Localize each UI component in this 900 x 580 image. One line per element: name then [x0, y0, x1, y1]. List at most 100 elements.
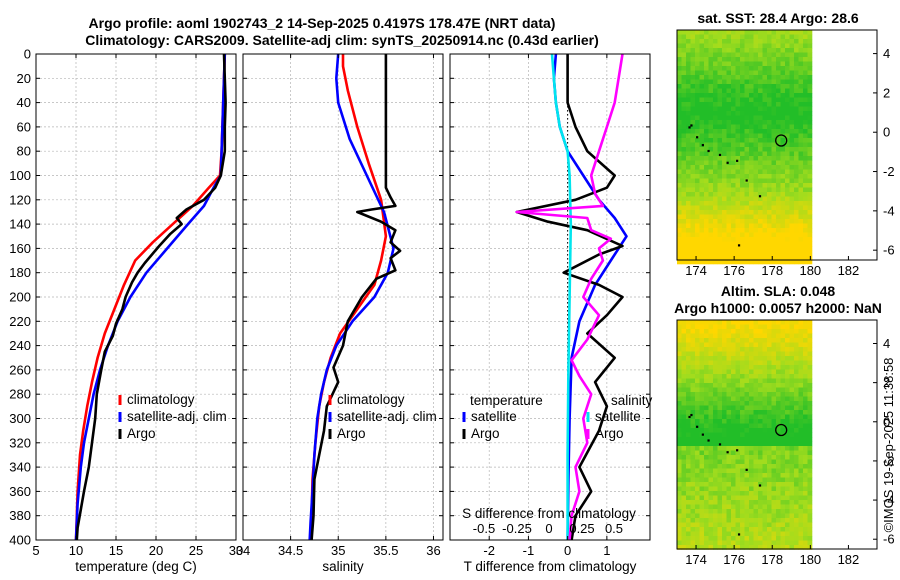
map-cell — [740, 61, 745, 67]
map-cell — [708, 192, 714, 197]
map-cell — [776, 75, 781, 80]
map-cell — [776, 138, 781, 143]
map-cell — [704, 446, 709, 451]
map-cell — [677, 536, 682, 541]
map-cell — [780, 545, 786, 550]
map-cell — [762, 360, 768, 366]
map-cell — [717, 115, 723, 121]
map-cell — [794, 351, 799, 357]
map-cell — [704, 133, 709, 139]
map-cell — [681, 356, 687, 361]
map-cell — [798, 500, 804, 505]
map-cell — [713, 210, 718, 215]
map-cell — [695, 183, 700, 188]
map-cell — [686, 201, 691, 206]
map-cell — [713, 246, 718, 251]
map-cell — [794, 324, 799, 330]
map-cell — [762, 369, 768, 375]
map-cell — [731, 545, 736, 550]
map-cell — [744, 509, 750, 514]
map-cell — [798, 531, 804, 537]
island-marker — [745, 468, 748, 471]
map-cell — [708, 495, 714, 501]
map-cell — [681, 369, 687, 375]
y-tick-label: 140 — [9, 217, 31, 232]
map-cell — [699, 522, 705, 528]
map-cell — [713, 419, 718, 424]
map-cell — [681, 338, 687, 343]
map-cell — [767, 219, 772, 224]
map-cell — [749, 205, 754, 211]
map-cell — [722, 115, 727, 121]
map-cell — [789, 210, 795, 215]
map-cell — [686, 129, 691, 134]
map-cell — [798, 437, 804, 442]
map-cell — [803, 84, 808, 89]
map-cell — [758, 545, 763, 550]
map-cell — [798, 115, 804, 121]
map-cell — [789, 39, 795, 44]
map-cell — [785, 329, 790, 334]
map-cell — [776, 196, 781, 202]
map-cell — [740, 214, 745, 220]
map-cell — [708, 504, 714, 510]
map-cell — [753, 142, 759, 148]
map-cell — [758, 347, 763, 352]
map-cell — [798, 459, 804, 465]
map-cell — [794, 482, 799, 487]
map-cell — [762, 174, 768, 179]
x-tick-label: 1 — [603, 543, 610, 558]
map-cell — [713, 174, 718, 179]
map-cell — [794, 255, 799, 260]
map-cell — [767, 324, 772, 330]
map-cell — [681, 79, 687, 85]
map-cell — [704, 147, 709, 152]
map-cell — [776, 30, 781, 35]
map-cell — [704, 518, 709, 523]
map-cell — [717, 30, 723, 35]
map-cell — [780, 500, 786, 505]
map-cell — [753, 255, 759, 260]
map-cell — [798, 79, 804, 85]
map-cell — [704, 196, 709, 202]
map-cell — [740, 192, 745, 197]
map-cell — [686, 237, 691, 242]
map-cell — [794, 333, 799, 339]
map-cell — [677, 351, 682, 357]
map-cell — [717, 120, 723, 125]
map-cell — [807, 102, 813, 107]
map-cell — [731, 446, 736, 451]
map-cell — [717, 138, 723, 143]
map-cell — [686, 160, 691, 166]
map-cell — [753, 338, 759, 343]
map-cell — [771, 351, 777, 357]
map-cell — [749, 473, 754, 478]
map-cell — [762, 459, 768, 465]
map-cell — [677, 61, 682, 67]
map-cell — [717, 79, 723, 85]
map-cell — [717, 174, 723, 179]
map-cell — [731, 61, 736, 67]
map-cell — [735, 237, 741, 242]
map-cell — [780, 187, 786, 193]
map-cell — [740, 205, 745, 211]
map-y-tick-label: -2 — [883, 164, 895, 179]
map-cell — [740, 97, 745, 103]
map-cell — [762, 338, 768, 343]
map-cell — [749, 522, 754, 528]
map-cell — [776, 156, 781, 161]
map-cell — [708, 246, 714, 251]
map-cell — [762, 75, 768, 80]
map-cell — [677, 237, 682, 242]
map-cell — [699, 405, 705, 411]
map-cell — [717, 473, 723, 478]
map-cell — [722, 468, 727, 474]
map-cell — [717, 160, 723, 166]
map-cell — [789, 70, 795, 76]
map-cell — [753, 93, 759, 98]
map-cell — [677, 396, 682, 402]
map-cell — [807, 414, 813, 420]
map-cell — [681, 414, 687, 420]
map-cell — [695, 214, 700, 220]
map-cell — [713, 513, 718, 519]
